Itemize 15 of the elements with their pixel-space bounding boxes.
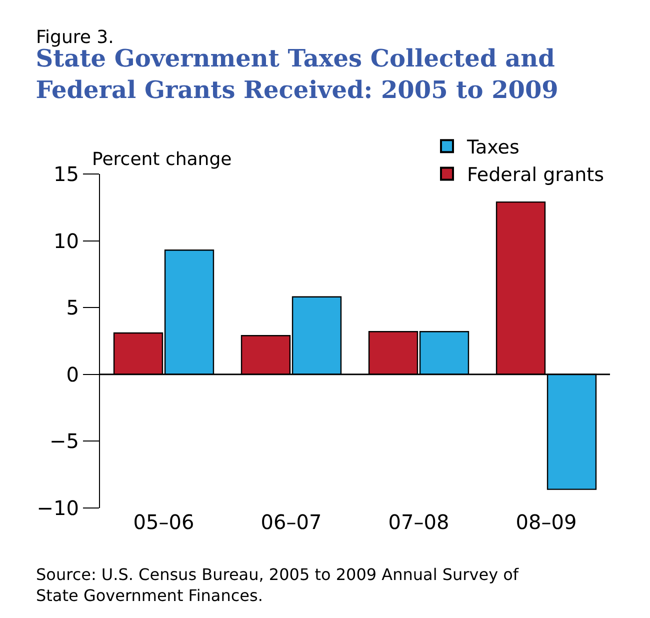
source-note: Source: U.S. Census Bureau, 2005 to 2009 Annual Survey of State Government Finances. (36, 565, 519, 605)
y-tick-label: −10 (36, 496, 79, 520)
x-tick-label: 07–08 (388, 510, 450, 534)
legend-label: Federal grants (467, 164, 604, 186)
chart-subtitle: Figure 3. (36, 27, 114, 48)
x-tick-label: 06–07 (260, 510, 322, 534)
x-tick-label: 05–06 (133, 510, 194, 534)
y-tick-label: 15 (54, 162, 79, 186)
y-tick-label: 10 (54, 228, 79, 253)
y-tick-label: 0 (66, 362, 79, 386)
y-tick-label: −5 (50, 429, 79, 454)
x-tick-label: 08–09 (516, 510, 577, 534)
legend-label: Taxes (466, 136, 520, 158)
y-tick-label: 5 (66, 296, 79, 320)
y-axis-title: Percent change (92, 149, 232, 170)
